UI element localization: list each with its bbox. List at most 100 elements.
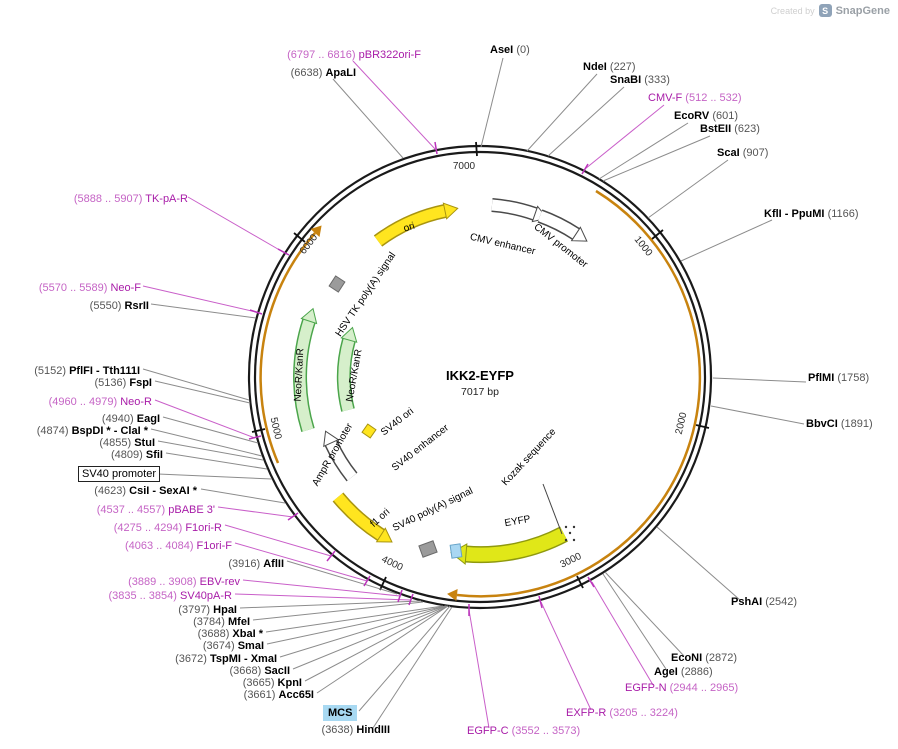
feature-label-mcs[interactable]: MCS [323, 705, 358, 721]
primer-label-f1ori-f[interactable]: (4063 .. 4084) F1ori-F [125, 540, 232, 553]
cut-position: (3661) [243, 689, 276, 701]
site-label-sacii[interactable]: (3668) SacII [229, 665, 290, 678]
primer-range: (4063 .. 4084) [124, 540, 194, 552]
site-label-mfei[interactable]: (3784) MfeI [193, 616, 250, 629]
primer-label-cmv-f[interactable]: CMV-F (512 .. 532) [648, 92, 742, 105]
primer-range: (4537 .. 4557) [96, 504, 166, 516]
plasmid-backbone [247, 144, 713, 610]
enzyme-name: PflMI [808, 372, 835, 384]
watermark-created-by: Created by [770, 5, 815, 16]
snapgene-logo-icon: S [818, 4, 832, 17]
feature-neor-kanr-outer-arrow[interactable] [293, 307, 318, 433]
tick-label-2000: 2000 [674, 411, 690, 436]
primer-label-exfp-r[interactable]: EXFP-R (3205 .. 3224) [566, 707, 678, 720]
site-label-bsteii[interactable]: BstEII (623) [700, 123, 760, 136]
primer-range: (3889 .. 3908) [128, 576, 197, 588]
site-label-smai[interactable]: (3674) SmaI [203, 640, 264, 653]
primer-label-tk-pa-r[interactable]: (5888 .. 5907) TK-pA-R [74, 193, 188, 206]
feature-neor-kanr-inner-arrow[interactable] [336, 326, 358, 412]
site-label-apali[interactable]: (6638) ApaLI [291, 67, 356, 80]
site-label-bspdi-clai[interactable]: (4874) BspDI * - ClaI * [37, 425, 148, 438]
enzyme-name: BbvCI [806, 418, 838, 430]
plasmid-size: 7017 bp [461, 386, 499, 398]
cds-arc-left[interactable] [259, 225, 322, 464]
feature-sv40-polya-box[interactable] [418, 540, 438, 558]
site-label-asei[interactable]: AseI (0) [490, 44, 530, 57]
feature-label-neor-kanr-outer[interactable]: NeoR/KanR [293, 348, 307, 402]
site-label-kpni[interactable]: (3665) KpnI [243, 677, 302, 690]
site-label-aflii[interactable]: (3916) AflII [228, 558, 284, 571]
cut-position: (4809) [111, 449, 143, 461]
site-label-ecorv[interactable]: EcoRV (601) [674, 110, 738, 123]
enzyme-name: HpaI [213, 604, 237, 616]
site-label-xbai[interactable]: (3688) XbaI * [198, 628, 263, 641]
primer-label-neo-f[interactable]: (5570 .. 5589) Neo-F [39, 282, 141, 295]
site-label-snabi[interactable]: SnaBI (333) [610, 74, 670, 87]
primer-label-neo-r[interactable]: (4960 .. 4979) Neo-R [49, 396, 152, 409]
cds-arc-right[interactable] [447, 189, 702, 601]
feature-label-kozak[interactable]: Kozak sequence [500, 426, 559, 488]
site-label-tspmi-xmai[interactable]: (3672) TspMI - XmaI [175, 653, 277, 666]
feature-label-sv40-polya[interactable]: SV40 poly(A) signal [391, 486, 475, 534]
tick-label-6000: 6000 [298, 232, 321, 257]
site-label-econi[interactable]: EcoNI (2872) [671, 652, 737, 665]
site-label-eagi[interactable]: (4940) EagI [102, 413, 160, 426]
site-label-ndei[interactable]: NdeI (227) [583, 61, 636, 74]
feature-label-sv40-promoter[interactable]: SV40 promoter [78, 466, 160, 482]
site-label-fspi[interactable]: (5136) FspI [95, 377, 152, 390]
primer-label-egfp-n[interactable]: EGFP-N (2944 .. 2965) [625, 682, 738, 695]
primer-label-egfp-c[interactable]: EGFP-C (3552 .. 3573) [467, 725, 580, 738]
site-label-scai[interactable]: ScaI (907) [717, 147, 768, 160]
site-label-acc65i[interactable]: (3661) Acc65I [244, 689, 314, 702]
cut-position: (333) [644, 74, 670, 86]
primer-range: (5888 .. 5907) [73, 193, 143, 205]
feature-label-sv40-enhancer[interactable]: SV40 enhancer [390, 422, 452, 474]
enzyme-name: BspDI * - ClaI * [71, 425, 148, 437]
primer-label-pbabe-3[interactable]: (4537 .. 4557) pBABE 3' [97, 504, 215, 517]
cut-position: (227) [609, 61, 636, 73]
primer-name: pBR322ori-F [358, 49, 421, 61]
site-label-hpai[interactable]: (3797) HpaI [178, 604, 237, 617]
primer-label-ebv-rev[interactable]: (3889 .. 3908) EBV-rev [128, 576, 240, 589]
site-label-csii-sexai[interactable]: (4623) CsiI - SexAI * [94, 485, 197, 498]
feature-sv40-ori-box[interactable] [361, 423, 377, 439]
site-label-sfii[interactable]: (4809) SfiI [111, 449, 163, 462]
feature-hsv-tk-polya-box[interactable] [328, 275, 346, 293]
site-label-stui[interactable]: (4855) StuI [99, 437, 155, 450]
feature-cmv-enhancer-arrow[interactable] [491, 198, 549, 223]
site-label-hindiii[interactable]: (3638) HindIII [322, 724, 390, 737]
site-label-agei[interactable]: AgeI (2886) [654, 666, 713, 679]
enzyme-name: TspMI - XmaI [209, 653, 277, 665]
feature-label-cmv-enhancer[interactable]: CMV enhancer [469, 232, 537, 258]
site-label-bbvci[interactable]: BbvCI (1891) [806, 418, 873, 431]
enzyme-name: ApaLI [325, 67, 356, 79]
feature-f1-ori-arrow[interactable] [332, 492, 393, 543]
enzyme-name: SfiI [145, 449, 163, 461]
site-label-pflfi-tth111i[interactable]: (5152) PflFI - Tth111I [34, 365, 140, 378]
feature-mcs-box[interactable] [449, 543, 463, 559]
primer-label-sv40pa-r[interactable]: (3835 .. 3854) SV40pA-R [108, 590, 232, 603]
feature-label-hsv-tk-polya[interactable]: HSV TK poly(A) signal [334, 250, 399, 338]
primer-range: (3205 .. 3224) [609, 707, 678, 719]
primer-label-pbr322ori-f[interactable]: (6797 .. 6816) pBR322ori-F [287, 49, 421, 62]
site-label-kfli-ppumi[interactable]: KflI - PpuMI (1166) [764, 208, 859, 221]
primer-range: (4275 .. 4294) [113, 522, 183, 534]
primer-label-f1ori-r[interactable]: (4275 .. 4294) F1ori-R [114, 522, 222, 535]
site-label-rsrii[interactable]: (5550) RsrII [90, 300, 149, 313]
primer-name: Neo-F [110, 282, 141, 294]
feature-label-ori[interactable]: ori [402, 221, 416, 235]
site-label-pflmi[interactable]: PflMI (1758) [808, 372, 869, 385]
cut-position: (3668) [229, 665, 262, 677]
feature-name: MCS [328, 707, 353, 719]
watermark: Created by S SnapGene [771, 4, 890, 17]
feature-cmv-promoter-arrow[interactable] [537, 209, 588, 242]
feature-name: SV40 promoter [82, 468, 156, 480]
primer-ring-ticks [248, 141, 595, 616]
feature-ori-arrow[interactable] [373, 202, 459, 247]
feature-eyfp-arrow[interactable] [450, 526, 568, 565]
feature-label-sv40-ori[interactable]: SV40 ori [379, 406, 416, 438]
site-label-pshai[interactable]: PshAI (2542) [731, 596, 797, 609]
feature-ampr-promoter-arrow[interactable] [323, 430, 358, 482]
feature-label-eyfp[interactable]: EYFP [504, 514, 532, 529]
cut-position: (3688) [197, 628, 230, 640]
